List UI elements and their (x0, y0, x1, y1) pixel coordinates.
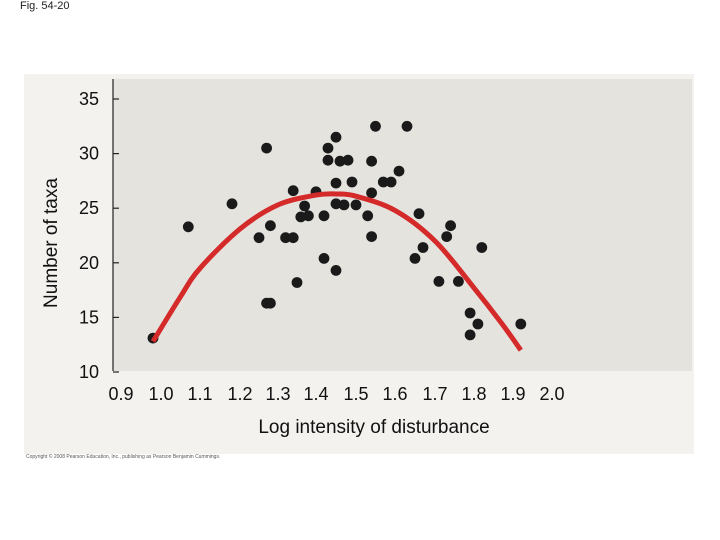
data-point (303, 210, 314, 222)
data-point (287, 232, 299, 244)
y-tick-label: 30 (79, 144, 99, 164)
data-point (299, 200, 310, 212)
data-point (393, 165, 405, 177)
data-point (334, 155, 346, 167)
data-point (472, 318, 484, 330)
data-point (291, 277, 303, 288)
x-tick-label: 1.8 (461, 384, 486, 404)
fitted-curve (150, 191, 523, 352)
data-point (413, 208, 425, 220)
data-point (330, 131, 342, 143)
data-point (261, 142, 272, 154)
data-point (464, 307, 476, 319)
x-tick-label: 2.0 (539, 384, 564, 404)
data-point (515, 318, 527, 330)
data-point (370, 120, 381, 132)
data-point (342, 154, 354, 166)
data-point (350, 199, 362, 211)
x-tick-label: 1.7 (422, 384, 447, 404)
y-tick-label: 25 (79, 198, 99, 218)
figure-panel: 10 15 20 25 30 35 0.9 1.0 1.1 1.2 1.3 1.4 1.5 1.6 1.7 1… (24, 74, 694, 454)
data-point (253, 232, 265, 244)
data-point (453, 276, 464, 287)
data-point (280, 232, 291, 244)
x-tick-label: 1.0 (148, 384, 173, 404)
data-point (265, 220, 276, 232)
x-tick-label: 1.3 (265, 384, 290, 404)
data-point (338, 199, 350, 211)
x-tick-label: 0.9 (108, 384, 133, 404)
y-tick-label: 35 (79, 89, 99, 109)
data-point (476, 242, 488, 253)
x-tick-label: 1.4 (303, 384, 328, 404)
x-tick-label: 1.1 (187, 384, 212, 404)
plot-area (113, 79, 692, 371)
data-point (226, 198, 238, 210)
x-tick-label: 1.6 (382, 384, 407, 404)
data-point (318, 253, 330, 264)
data-point (366, 187, 377, 199)
data-point (318, 210, 330, 222)
x-tick-label: 1.2 (227, 384, 252, 404)
data-point (322, 142, 334, 154)
x-tick-label: 1.9 (500, 384, 525, 404)
y-axis-title: Number of taxa (41, 178, 62, 308)
x-axis-title: Log intensity of disturbance (258, 417, 489, 438)
data-point (385, 176, 397, 188)
data-point (377, 176, 389, 188)
data-point (441, 231, 453, 243)
data-point (330, 265, 342, 276)
data-point (330, 177, 342, 189)
y-tick-label: 15 (79, 307, 99, 327)
data-point (265, 297, 276, 309)
figure-label: Fig. 54-20 (20, 0, 70, 12)
data-point (182, 221, 194, 233)
data-point (287, 185, 299, 197)
chart: 10 15 20 25 30 35 0.9 1.0 1.1 1.2 1.3 1.4 1.5 1.6 1.7 1… (41, 79, 692, 438)
data-point (417, 242, 429, 253)
data-point (433, 276, 445, 287)
y-tick-label: 10 (79, 362, 99, 382)
data-point (366, 231, 377, 243)
x-tick-label: 1.5 (343, 384, 368, 404)
y-tick-label: 20 (79, 253, 99, 273)
copyright-notice: Copyright © 2008 Pearson Education, Inc.… (26, 454, 221, 460)
data-point (401, 120, 413, 132)
data-point (445, 220, 456, 232)
data-point (346, 176, 358, 188)
data-point (366, 155, 377, 167)
data-point (409, 253, 421, 264)
data-point (322, 154, 334, 166)
data-point (330, 198, 342, 210)
data-point (464, 329, 476, 341)
data-point (362, 210, 374, 222)
